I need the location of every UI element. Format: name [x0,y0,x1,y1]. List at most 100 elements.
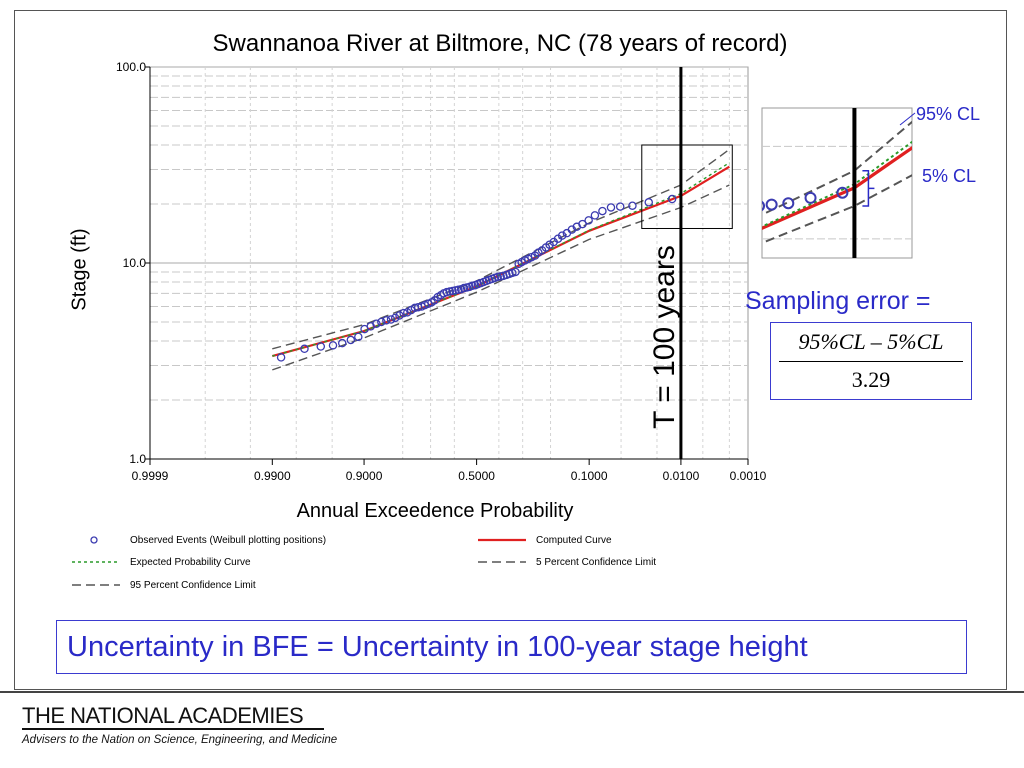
inset-observed-point [682,250,692,260]
inset-observed-point [836,186,849,199]
inset-observed-point [530,334,540,344]
inset-observed-point [611,307,621,317]
inset-observed-point [607,308,617,318]
inset-observed-point [481,362,491,372]
inset-observed-point [569,323,579,333]
x-tick-label: 0.0010 [730,469,767,483]
x-tick-label: 0.9999 [132,469,169,483]
observed-point [578,219,587,229]
ci-bracket [862,169,875,207]
inset-observed-point [637,284,647,294]
formula-denominator: 3.29 [851,367,891,392]
inset-observed-point [576,319,586,329]
observed-point [354,332,363,342]
inset-observed-point [409,404,419,414]
inset-observed-point [550,329,560,339]
annotation-layer [641,67,733,459]
observed-point [382,316,391,325]
series-line-4 [272,184,730,371]
inset-observed-point [580,318,590,328]
inset-observed-point [624,302,634,312]
observed-point [493,272,502,282]
legend-computed-label: Computed Curve [536,535,612,546]
observed-point [372,319,381,328]
inset-observed-point [687,245,697,255]
inset-layer [304,107,916,446]
x-axis-label: Annual Exceedence Probability [296,500,574,522]
legend-observed-swatch [90,536,98,544]
observed-point [337,338,347,348]
inset-observed-point [505,352,515,362]
observed-point [386,315,396,324]
inset-observed-point [782,197,795,210]
highlight-box [641,144,733,229]
inset-observed-point [707,231,717,241]
inset-observed-point [558,326,568,336]
inset-observed-point [604,309,614,319]
observed-point [276,353,286,362]
inset-observed-point [487,358,497,368]
legend-95pct-label: 95 Percent Confidence Limit [130,580,256,591]
inset-observed-point [399,409,409,419]
inset-observed-point [584,316,594,326]
org-logo-underline [22,728,324,730]
observed-point [598,206,607,216]
observed-point [300,344,309,354]
inset-observed-point [554,327,564,337]
x-tick-label: 0.5000 [458,469,495,483]
inset-observed-point [596,311,606,321]
inset-observed-point [466,370,476,380]
observed-point [511,267,520,277]
inset-observed-point [448,378,458,388]
series-line-2 [272,162,730,357]
inset-observed-point [573,321,583,331]
inset-observed-point [632,287,642,297]
inset-observed-point [509,350,519,360]
uncertainty-statement: Uncertainty in BFE = Uncertainty in 100-… [67,631,808,663]
x-tick-label: 0.9000 [346,469,383,483]
legend-observed-label: Observed Events (Weibull plotting positi… [130,535,327,546]
observed-point [316,342,326,351]
y-tick-label: 1.0 [129,452,146,466]
y-tick-label: 10.0 [123,256,147,270]
inset-observed-point [538,332,548,342]
label-95-connector [899,112,916,126]
observed-point [346,335,356,345]
inset-observed-point [304,436,314,446]
inset-observed-point [358,419,368,429]
grid-layer [149,66,749,460]
observed-point [399,308,408,318]
inset-observed-point [500,354,510,364]
inset-observed-point [600,310,610,320]
inset-observed-point [765,198,778,211]
legend-layer [72,536,526,586]
series-line-3 [272,148,730,350]
chart-title: Swannanoa River at Biltmore, NC (78 year… [212,30,788,57]
x-tick-label: 0.1000 [571,469,608,483]
inset-observed-point [426,387,436,397]
inset-observed-point [434,383,444,393]
x-tick-label: 0.0100 [663,469,700,483]
legend-expected-label: Expected Probability Curve [130,557,251,568]
org-tagline: Advisers to the Nation on Science, Engin… [22,734,338,746]
observed-point [606,203,616,212]
inset-observed-point [375,417,385,427]
inset-observed-point [804,191,817,204]
inset-observed-point [471,367,481,377]
sampling-error-formula: 95%CL – 5%CL 3.29 [770,322,972,400]
axis-layer: 1.0 10.0 100.0 0.9999 0.9900 0.9000 0.5000 0.10… [116,60,767,483]
inset-observed-point [742,207,752,217]
y-tick-label: 100.0 [116,60,146,74]
observed-point [442,287,452,297]
slide-frame [14,10,1007,690]
series-layer [272,148,730,371]
x-tick-label: 0.9900 [254,469,291,483]
formula-fraction-bar [779,361,963,362]
inset-observed-point [588,315,598,325]
uncertainty-statement-box: Uncertainty in BFE = Uncertainty in 100-… [56,620,967,674]
inset-observed-point [762,200,766,212]
observed-point [667,194,677,204]
observed-point [615,202,625,211]
y-axis-label: Stage (ft) [68,228,91,311]
